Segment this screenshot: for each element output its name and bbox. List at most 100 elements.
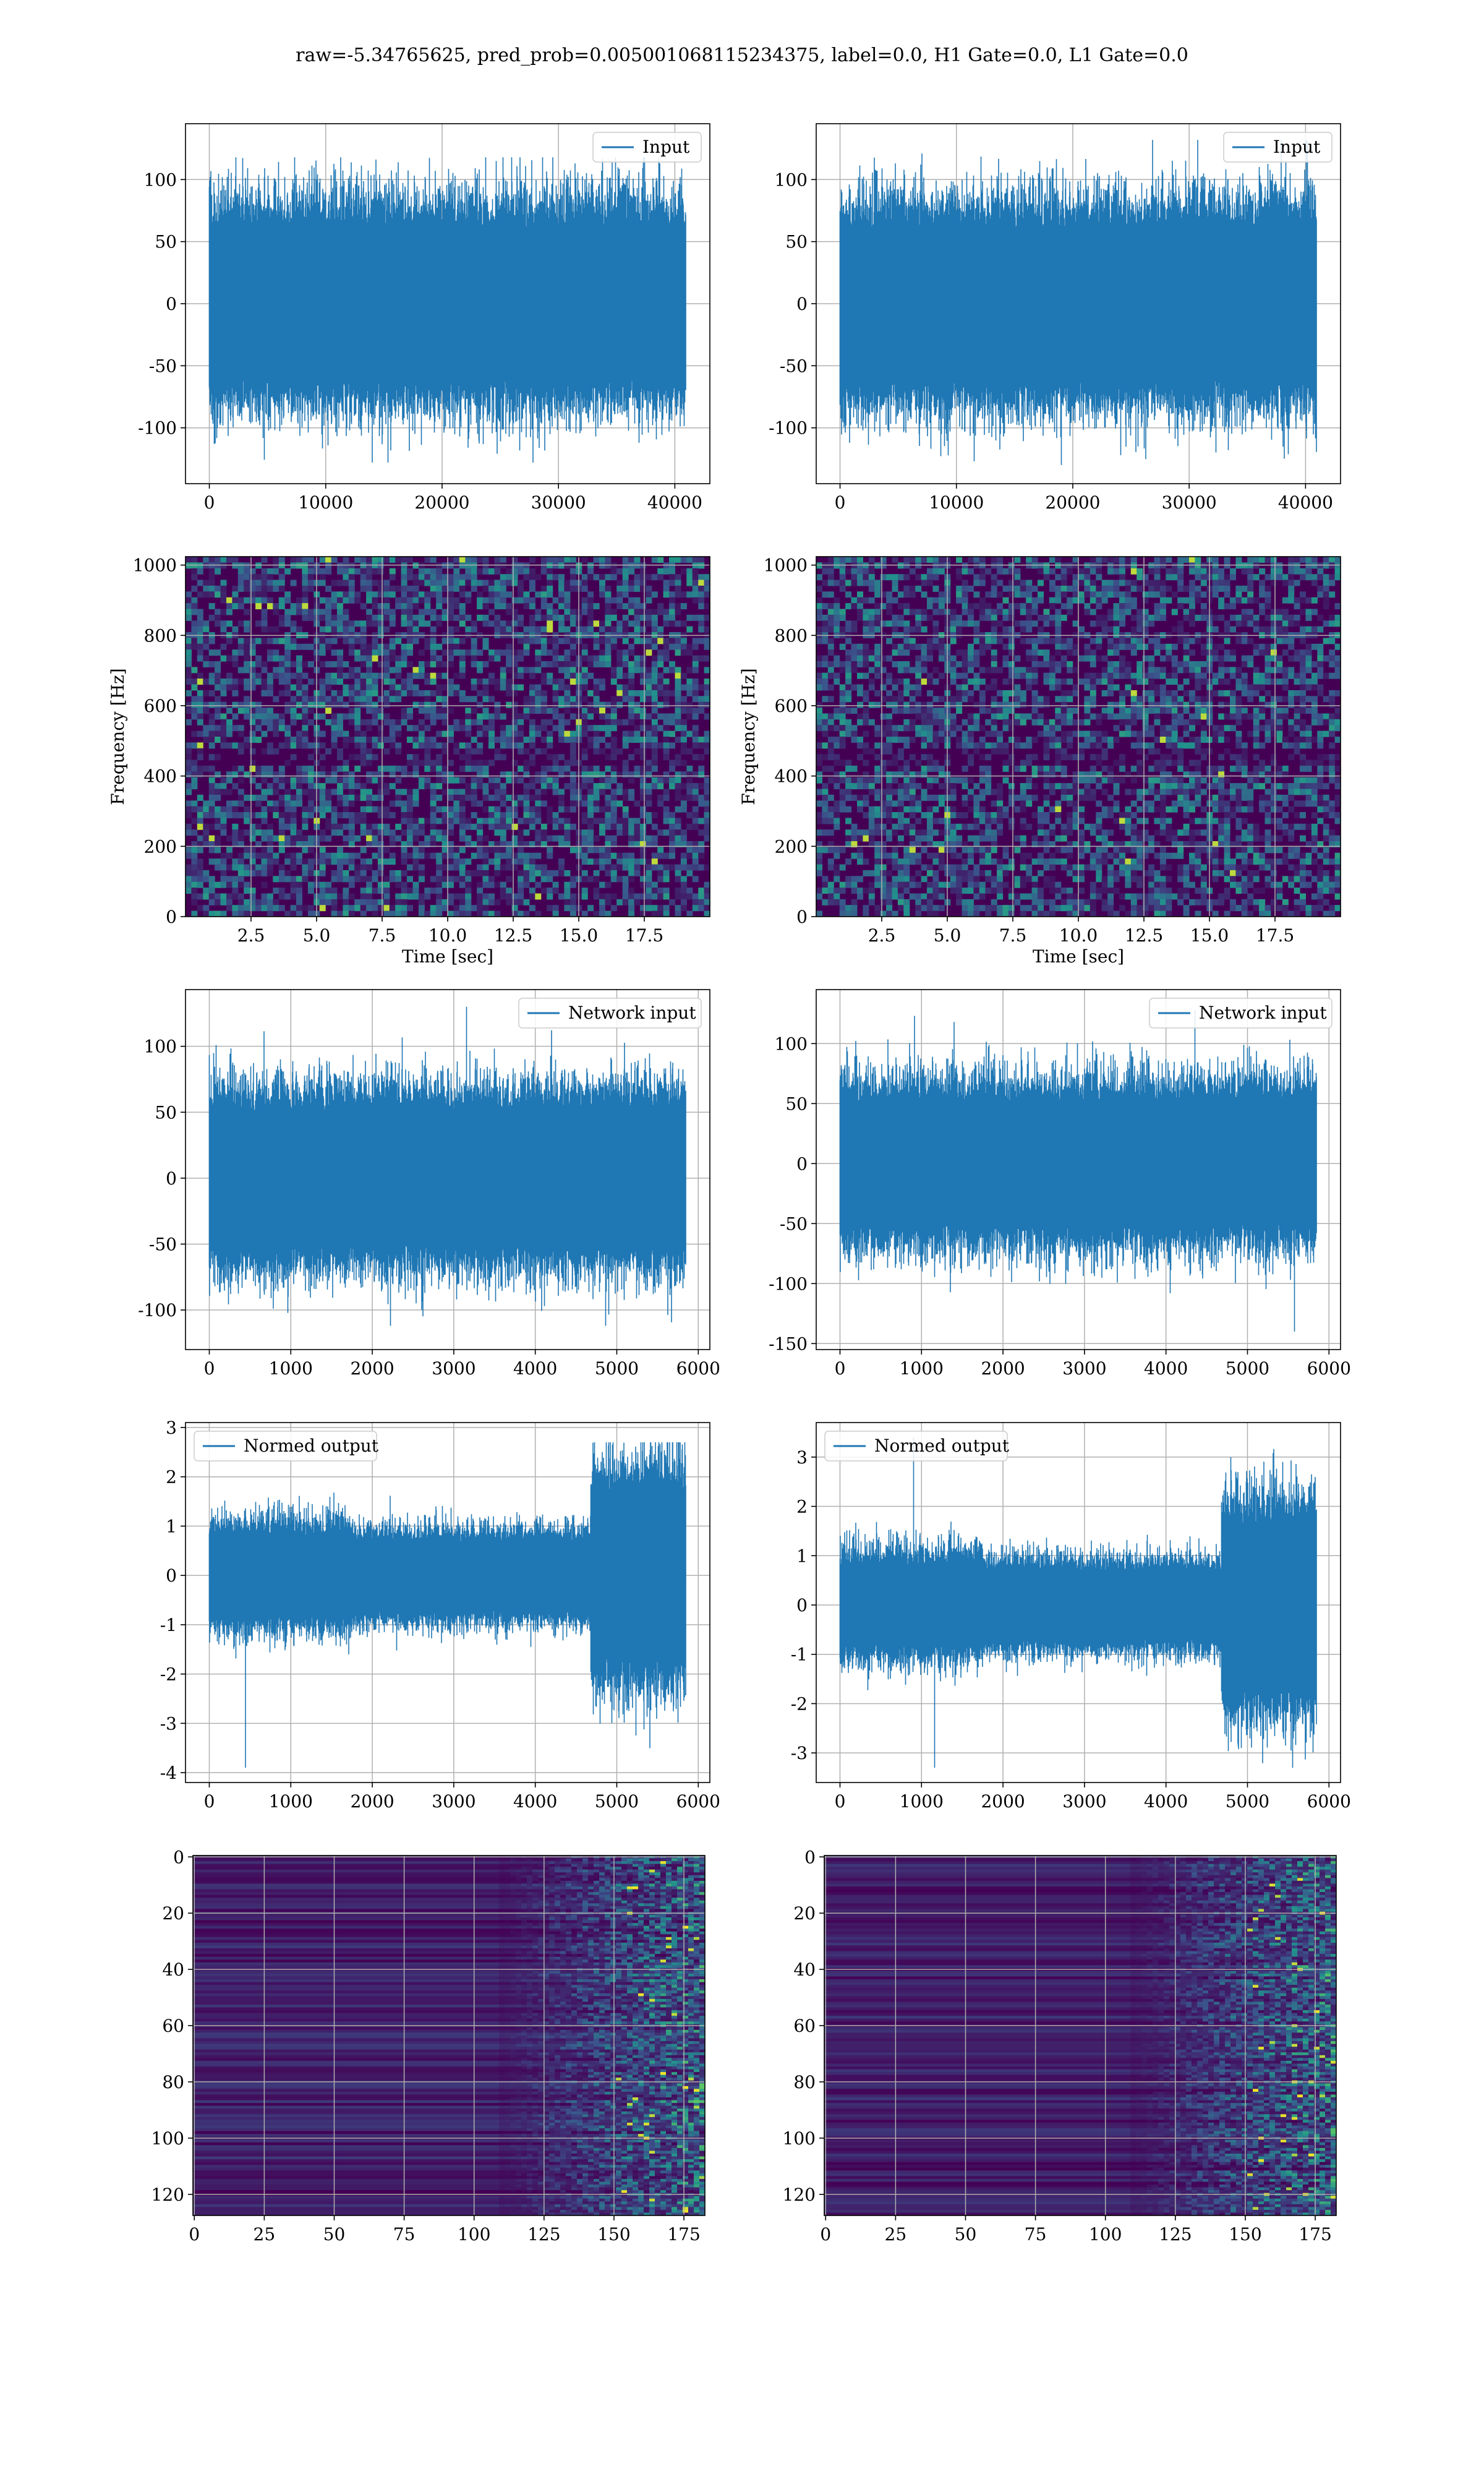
x-tick-label: 17.5 (625, 925, 663, 946)
x-tick-label: 10.0 (429, 925, 467, 946)
x-tick-label: 25 (885, 2224, 907, 2245)
x-tick-label: 75 (393, 2224, 416, 2245)
y-tick-label: 2 (166, 1467, 177, 1487)
y-tick-label: 400 (144, 766, 177, 787)
y-tick-label: -2 (160, 1664, 177, 1685)
subplot-row4-right: Normed output 0 1000 2000 3000 4000 5000 6000 -3… (791, 1422, 1351, 1812)
y-tick-label: -50 (149, 1234, 177, 1254)
ticks: 0 1000 2000 3000 4000 5000 6000 -3 -2 -1 0 1 2 3 (791, 1447, 1351, 1812)
x-axis-label: Time [sec] (402, 946, 493, 967)
series-line (839, 1437, 1317, 1768)
y-tick-label: 120 (783, 2185, 816, 2205)
x-tick-label: 12.5 (494, 925, 532, 946)
x-tick-label: 0 (204, 1358, 215, 1379)
y-tick-label: 1 (796, 1546, 808, 1566)
y-tick-label: 80 (162, 2072, 184, 2092)
series-line (839, 1010, 1317, 1332)
y-tick-label: 0 (804, 1847, 816, 1867)
y-tick-label: 100 (151, 2128, 184, 2149)
legend: Normed output (824, 1431, 1010, 1462)
y-tick-label: 40 (793, 1959, 816, 1980)
x-tick-label: 20000 (1045, 492, 1100, 513)
axes-frame (816, 1422, 1341, 1783)
ticks: 0 10000 20000 30000 40000 -100 -50 0 50 100 (138, 169, 702, 513)
series-line (208, 1442, 686, 1768)
x-tick-label: 5.0 (934, 925, 962, 946)
legend: Normed output (194, 1431, 379, 1462)
y-tick-label: 1000 (764, 555, 808, 576)
y-tick-label: 100 (144, 1037, 177, 1057)
x-tick-label: 100 (458, 2224, 490, 2245)
y-tick-label: -50 (149, 356, 177, 376)
legend-box (518, 998, 702, 1029)
x-tick-label: 2000 (350, 1791, 394, 1812)
x-tick-label: 0 (835, 492, 846, 513)
x-tick-label: 2000 (350, 1358, 394, 1379)
figure-title: raw=-5.34765625, pred_prob=0.00500106811… (296, 45, 1188, 66)
x-tick-label: 12.5 (1125, 925, 1163, 946)
grid-lines (824, 1856, 1336, 2215)
y-tick-label: 800 (775, 625, 808, 646)
y-tick-label: 20 (162, 1903, 184, 1924)
y-tick-label: -3 (791, 1743, 808, 1763)
x-tick-label: 3000 (1062, 1791, 1106, 1812)
x-tick-label: 125 (527, 2224, 560, 2245)
x-tick-label: 3000 (1062, 1358, 1106, 1379)
x-tick-label: 50 (955, 2224, 977, 2245)
y-tick-label: 1 (166, 1516, 177, 1536)
x-tick-label: 30000 (531, 492, 586, 513)
ticks: 2.5 5.0 7.5 10.0 12.5 15.0 17.5 0 200 400 600 800 10… (764, 555, 1294, 946)
series-line (208, 1006, 686, 1326)
x-tick-label: 6000 (1307, 1791, 1351, 1812)
x-tick-label: 40000 (647, 492, 702, 513)
y-tick-label: 3 (796, 1447, 808, 1468)
x-tick-label: 150 (597, 2224, 630, 2245)
axes-frame (185, 1422, 710, 1783)
x-tick-label: 0 (820, 2224, 831, 2245)
x-tick-label: 6000 (676, 1791, 720, 1812)
x-tick-label: 175 (1298, 2224, 1331, 2245)
y-tick-label: 0 (166, 907, 177, 927)
y-tick-label: 0 (166, 1168, 177, 1189)
y-tick-label: 0 (166, 1565, 177, 1586)
x-axis-label: Time [sec] (1033, 946, 1124, 967)
y-tick-label: 0 (166, 294, 177, 314)
y-tick-label: 100 (783, 2128, 816, 2149)
x-tick-label: 1000 (269, 1791, 313, 1812)
series-7 (839, 1437, 1317, 1768)
x-tick-label: 10000 (298, 492, 353, 513)
x-tick-label: 3000 (432, 1791, 475, 1812)
y-tick-label: 50 (785, 1094, 808, 1114)
x-tick-label: 2.5 (868, 925, 896, 946)
x-tick-label: 6000 (1307, 1358, 1351, 1379)
axes-frame (192, 1855, 706, 2216)
y-tick-label: -50 (780, 1213, 808, 1234)
x-tick-label: 0 (204, 1791, 215, 1812)
y-tick-label: -3 (160, 1713, 177, 1734)
series-line (208, 157, 686, 463)
x-tick-label: 2000 (981, 1791, 1025, 1812)
subplot-row1-right: Input 0 10000 20000 30000 40000 -100 -50 0 50 100 (769, 123, 1341, 513)
x-tick-label: 1000 (900, 1791, 944, 1812)
x-tick-label: 10.0 (1059, 925, 1098, 946)
heatmap-9 (824, 1856, 1337, 2216)
y-tick-label: 100 (144, 169, 177, 190)
axes-frame (816, 989, 1341, 1350)
axes-frame (185, 989, 710, 1350)
ticks: 0 25 50 75 100 125 150 175 0 20 40 60 80 100 120 (151, 1847, 701, 2245)
x-tick-label: 4000 (1144, 1791, 1188, 1812)
x-tick-label: 30000 (1162, 492, 1217, 513)
x-tick-label: 4000 (513, 1791, 557, 1812)
y-tick-label: -100 (769, 418, 808, 439)
y-tick-label: 0 (796, 1154, 808, 1174)
y-tick-label: 2 (796, 1497, 808, 1517)
subplot-row4-left: Normed output 0 1000 2000 3000 4000 5000 6000 -4… (160, 1418, 720, 1812)
x-tick-label: 4000 (1144, 1358, 1188, 1379)
subplot-row1-left: Input 0 10000 20000 30000 40000 -100 -50 0 50 100 (138, 123, 710, 513)
y-tick-label: 400 (775, 766, 808, 787)
ticks: 0 1000 2000 3000 4000 5000 6000 -100 -50 0 50 100 (138, 1037, 720, 1379)
legend-box (592, 132, 702, 163)
x-tick-label: 125 (1159, 2224, 1192, 2245)
